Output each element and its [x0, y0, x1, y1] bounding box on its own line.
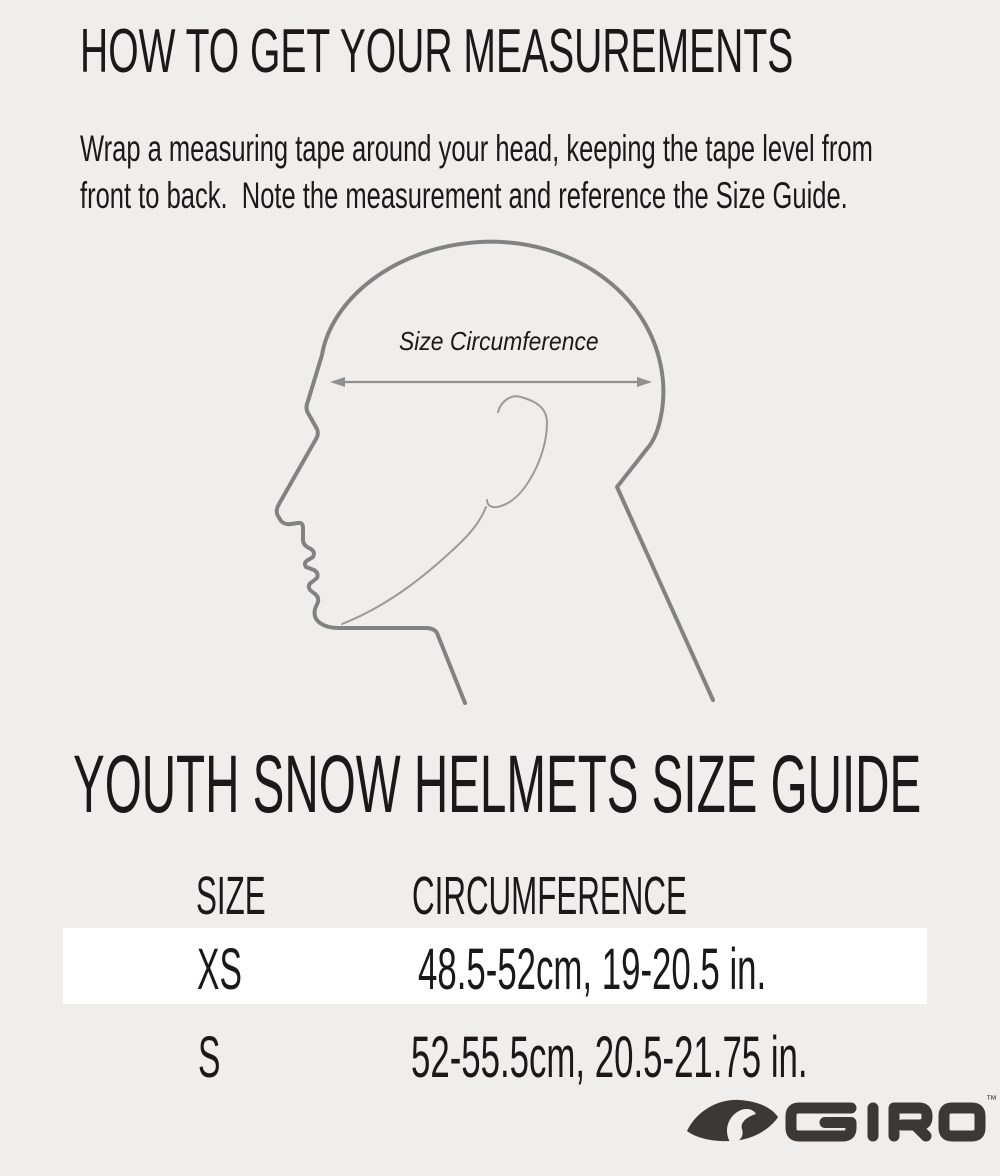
circumference-cell: 48.5-52cm, 19-20.5 in.	[418, 937, 767, 1002]
page-title: HOW TO GET YOUR MEASUREMENTS	[80, 17, 794, 86]
head-profile-diagram	[274, 239, 715, 705]
jaw-line	[341, 506, 487, 625]
circumference-cell: 52-55.5cm, 20.5-21.75 in.	[411, 1025, 808, 1090]
column-header-circumference: CIRCUMFERENCE	[412, 866, 687, 926]
row-highlight	[63, 928, 927, 1004]
giro-swoosh-icon	[687, 1099, 778, 1143]
giro-logo	[687, 1099, 986, 1143]
size-circumference-label: Size Circumference	[399, 326, 599, 356]
section-title: YOUTH SNOW HELMETS SIZE GUIDE	[73, 739, 922, 830]
instructions-line-1: Wrap a measuring tape around your head, …	[80, 128, 873, 169]
ear-line	[486, 395, 549, 509]
trademark-symbol: ™	[986, 1094, 997, 1106]
size-cell: XS	[197, 937, 242, 1002]
column-header-size: SIZE	[196, 866, 266, 926]
head-outline	[274, 239, 715, 705]
arrowhead-right-icon	[637, 377, 652, 387]
arrowhead-left-icon	[330, 377, 345, 387]
giro-wordmark	[785, 1102, 986, 1142]
instructions-line-2: front to back. Note the measurement and …	[80, 175, 848, 216]
size-cell: S	[198, 1025, 221, 1090]
